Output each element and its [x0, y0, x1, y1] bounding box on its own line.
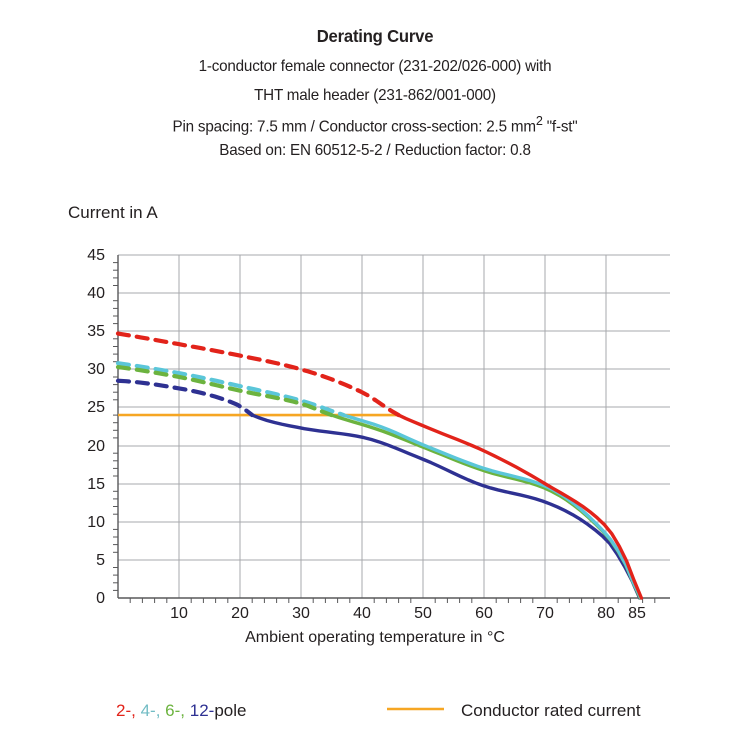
svg-text:35: 35 [87, 323, 105, 340]
svg-text:5: 5 [96, 552, 105, 569]
svg-text:20: 20 [231, 605, 249, 622]
svg-text:45: 45 [87, 247, 105, 264]
svg-text:70: 70 [536, 605, 554, 622]
svg-text:50: 50 [414, 605, 432, 622]
svg-text:0: 0 [96, 590, 105, 607]
svg-text:60: 60 [475, 605, 493, 622]
svg-text:10: 10 [170, 605, 188, 622]
svg-text:20: 20 [87, 438, 105, 455]
svg-text:85: 85 [628, 605, 646, 622]
svg-text:25: 25 [87, 399, 105, 416]
svg-text:10: 10 [87, 514, 105, 531]
svg-text:15: 15 [87, 476, 105, 493]
svg-text:80: 80 [597, 605, 615, 622]
svg-text:40: 40 [353, 605, 371, 622]
svg-text:30: 30 [87, 361, 105, 378]
svg-text:30: 30 [292, 605, 310, 622]
svg-text:40: 40 [87, 285, 105, 302]
